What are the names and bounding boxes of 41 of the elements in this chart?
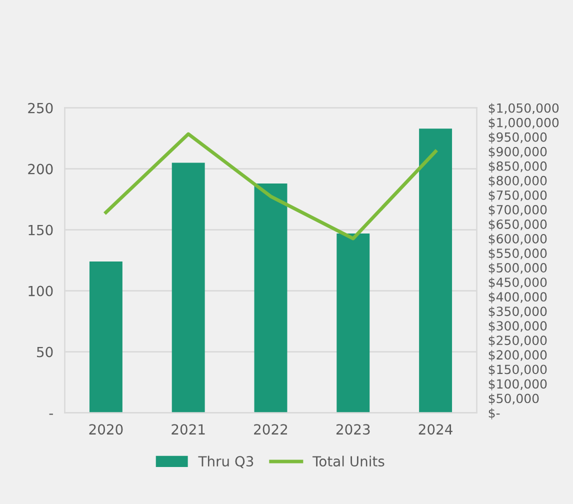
bar [89, 262, 122, 413]
y2-tick-label: $850,000 [488, 161, 547, 173]
y2-tick-label: $600,000 [488, 234, 547, 246]
y2-tick-label: $700,000 [488, 204, 547, 216]
y2-tick-label: $300,000 [488, 320, 547, 332]
legend-label: Total Units [312, 456, 384, 467]
bar [419, 128, 452, 413]
y2-tick-label: $500,000 [488, 262, 547, 274]
y-tick-label: 50 [37, 346, 53, 358]
legend-label: Thru Q3 [198, 456, 254, 468]
y2-tick-label: $50,000 [488, 394, 539, 405]
bar [336, 233, 370, 413]
y2-tick-label: $950,000 [488, 132, 547, 144]
y2-tick-label: $800,000 [488, 176, 547, 188]
y-tick-label: 150 [28, 224, 53, 236]
y2-tick-label: $1,050,000 [488, 103, 559, 114]
x-tick-label: 2023 [336, 424, 370, 435]
x-tick-label: 2020 [89, 424, 123, 435]
y2-tick-label: $150,000 [488, 364, 547, 376]
y2-tick-label: $550,000 [488, 248, 547, 260]
bar [172, 162, 205, 413]
y2-tick-label: $900,000 [488, 146, 547, 158]
y2-tick-label: $100,000 [488, 378, 547, 390]
x-tick-label: 2021 [172, 424, 205, 435]
y2-tick-label: $650,000 [488, 219, 547, 231]
y-tick-label: 100 [28, 286, 53, 296]
y2-tick-label: $400,000 [488, 292, 547, 304]
x-tick-label: 2024 [418, 424, 452, 435]
x-tick-label: 2022 [254, 424, 288, 435]
y2-tick-label: $1,000,000 [488, 118, 559, 129]
y2-tick-label: $200,000 [488, 350, 547, 362]
y2-tick-label: $450,000 [488, 277, 547, 289]
y2-tick-label: $250,000 [488, 335, 547, 347]
bar [254, 183, 288, 413]
y-tick-label: 250 [28, 102, 53, 114]
y2-tick-label: $750,000 [488, 190, 547, 202]
y2-tick-label: $- [488, 408, 500, 420]
y-tick-label: 200 [28, 164, 53, 174]
y-tick-label: - [49, 414, 53, 415]
y2-tick-label: $350,000 [488, 306, 547, 318]
line-series [104, 132, 438, 240]
